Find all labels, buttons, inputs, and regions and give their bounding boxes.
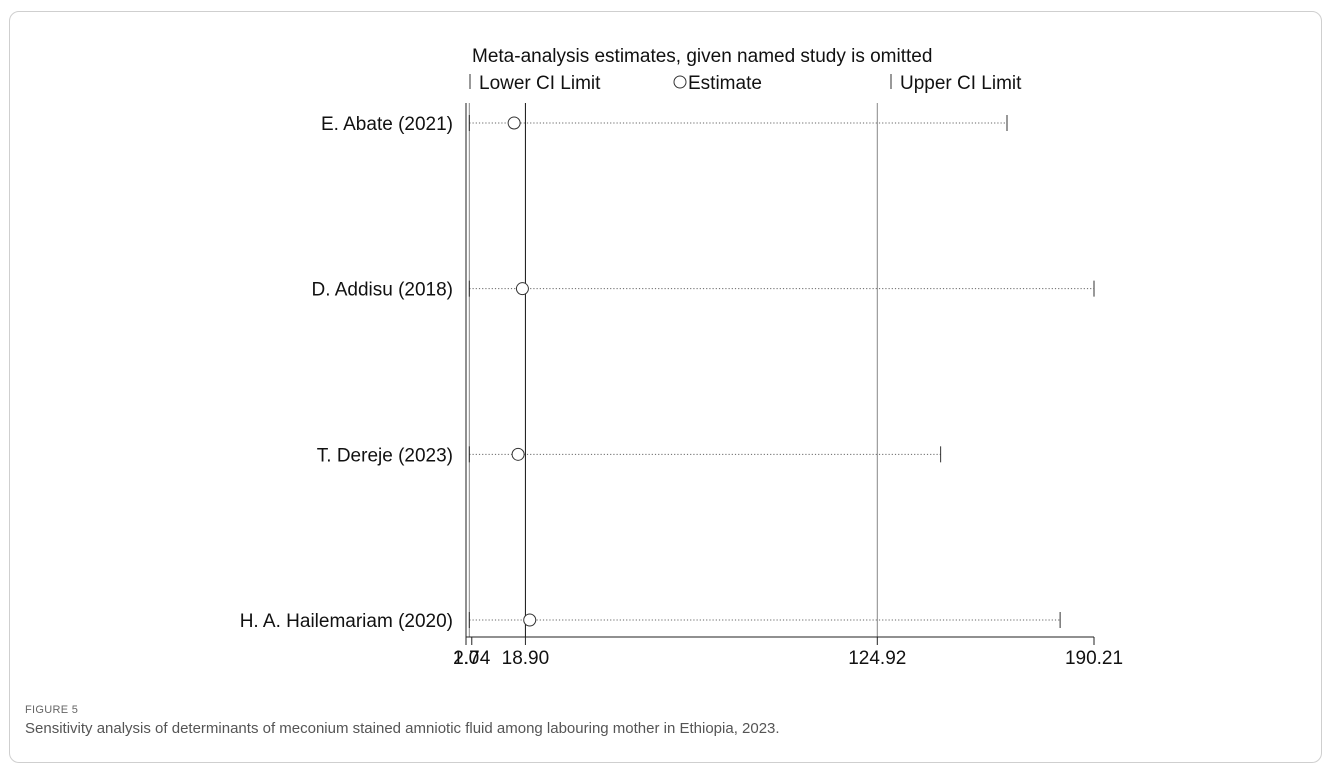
legend-estimate-marker (673, 75, 687, 89)
study-row: E. Abate (2021) (321, 114, 1008, 135)
estimate-marker (511, 447, 525, 461)
figure-frame (9, 11, 1322, 763)
study-label: D. Addisu (2018) (311, 280, 453, 301)
legend-estimate-label: Estimate (688, 73, 762, 94)
x-tick-label: 18.90 (502, 648, 550, 669)
x-tick-label: 1.0 (453, 648, 479, 669)
estimate-marker (515, 282, 529, 296)
figure-caption: Sensitivity analysis of determinants of … (25, 720, 780, 737)
study-label: H. A. Hailemariam (2020) (240, 611, 453, 632)
estimate-marker (507, 116, 521, 130)
study-row: H. A. Hailemariam (2020) (240, 611, 1061, 632)
study-row: T. Dereje (2023) (317, 445, 942, 466)
study-label: E. Abate (2021) (321, 114, 453, 135)
x-tick-label: 2.74 (453, 648, 490, 669)
reference-lines (465, 103, 878, 637)
legend-upper-label: Upper CI Limit (900, 73, 1022, 94)
x-tick-label: 190.21 (1065, 648, 1123, 669)
study-label: T. Dereje (2023) (317, 445, 453, 466)
chart-title: Meta-analysis estimates, given named stu… (472, 46, 932, 67)
legend-lower-label: Lower CI Limit (479, 73, 601, 94)
estimate-marker (523, 613, 537, 627)
study-rows: E. Abate (2021) D. Addisu (2018) T. Dereje… (240, 114, 1095, 632)
x-axis: 1.02.74 18.90 124.92 190.21 (453, 636, 1123, 669)
study-row: D. Addisu (2018) (311, 280, 1095, 301)
figure-label: FIGURE 5 (25, 704, 79, 716)
x-tick-label: 124.92 (848, 648, 906, 669)
sensitivity-chart: Meta-analysis estimates, given named stu… (240, 46, 1123, 669)
legend: Lower CI Limit Estimate Upper CI Limit (469, 73, 1022, 94)
